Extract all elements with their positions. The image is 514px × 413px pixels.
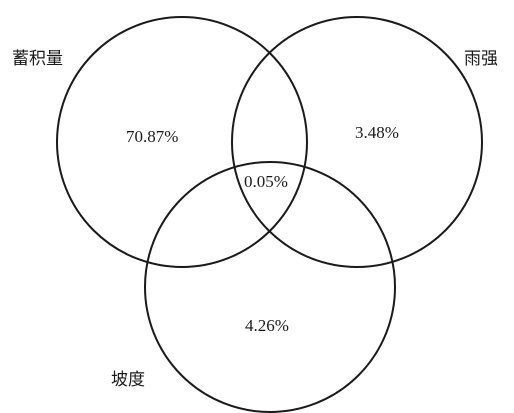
all-three-value: 0.05% [244, 172, 288, 191]
stock-volume-label: 蓄积量 [12, 49, 63, 69]
slope-circle [144, 161, 396, 413]
rain-intensity-only-value: 3.48% [355, 123, 399, 142]
rain-intensity-label: 雨强 [464, 49, 498, 69]
rain-intensity-circle [231, 16, 483, 268]
stock-volume-only-value: 70.87% [126, 127, 178, 146]
slope-only-value: 4.26% [245, 316, 289, 335]
stock-volume-circle [56, 16, 308, 268]
slope-label: 坡度 [111, 370, 145, 390]
